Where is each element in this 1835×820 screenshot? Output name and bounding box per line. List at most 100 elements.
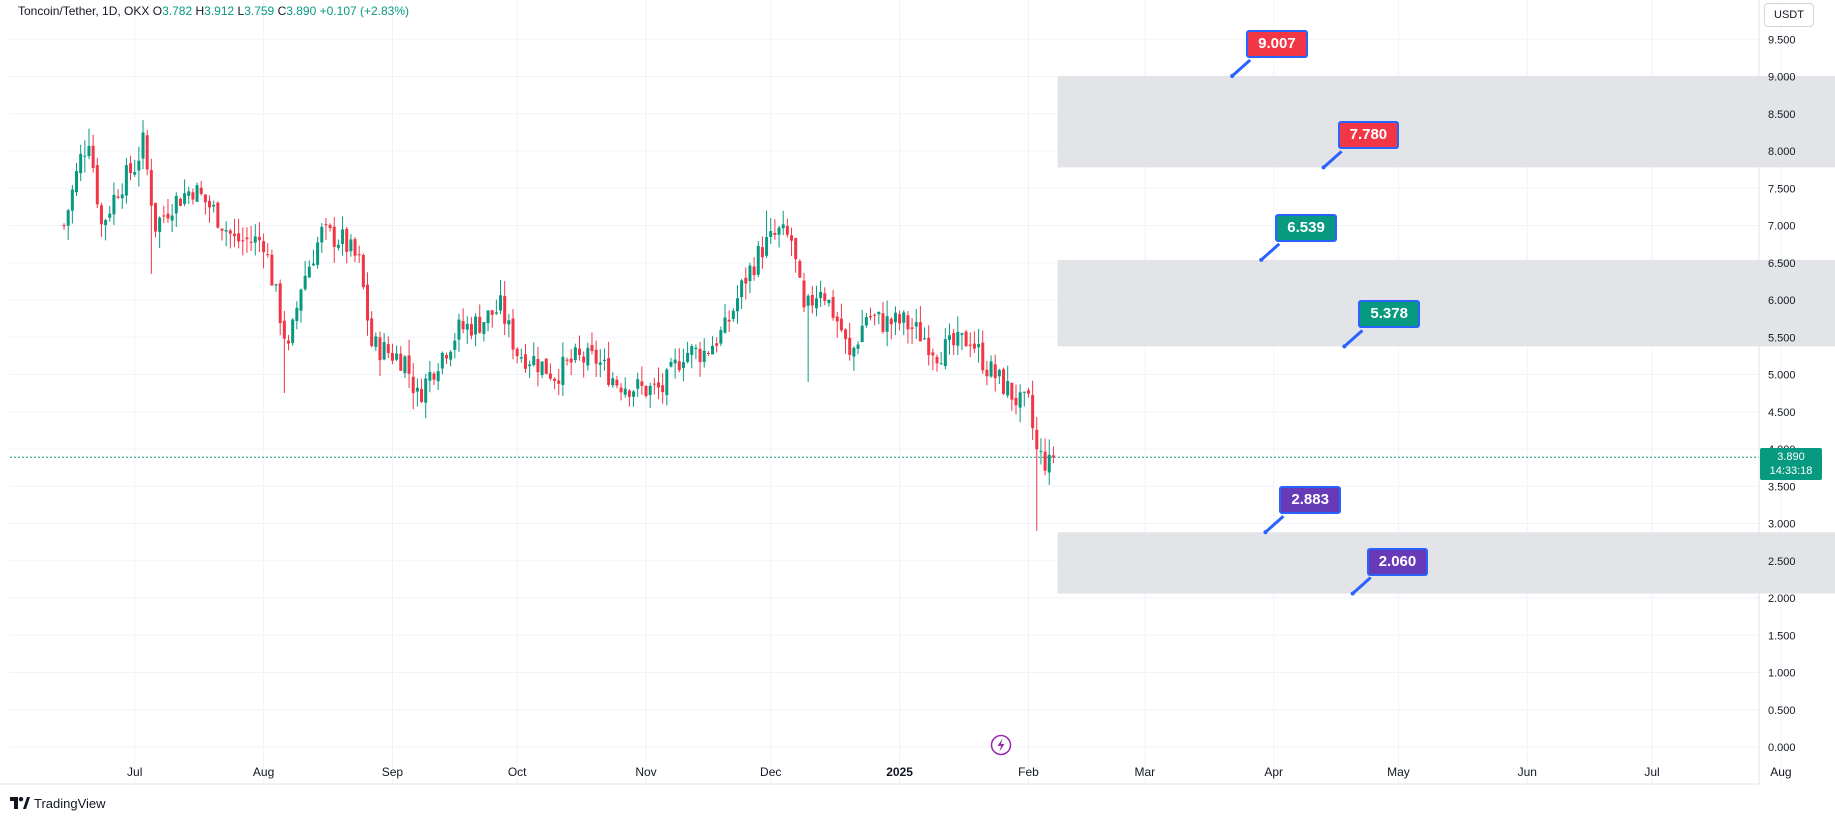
candle-body: [75, 171, 79, 193]
price-callout[interactable]: 9.007: [1246, 29, 1308, 58]
price-callout[interactable]: 6.539: [1275, 213, 1337, 242]
price-zone: [1057, 75, 1835, 168]
candle-body: [374, 336, 378, 347]
price-callout[interactable]: 2.060: [1366, 547, 1429, 576]
candle-body: [902, 312, 906, 323]
candle-body: [578, 348, 582, 356]
candle-body: [960, 333, 964, 335]
candle-body: [91, 145, 95, 169]
candle-body: [415, 387, 419, 392]
candle-body: [328, 224, 332, 229]
candle-body: [748, 265, 752, 281]
candle-body: [652, 383, 656, 385]
candle-body: [607, 358, 611, 385]
candle-body: [461, 321, 465, 330]
y-tick-label: 1.500: [1768, 630, 1796, 642]
low-value: 3.759: [244, 4, 275, 18]
candle-body: [947, 335, 951, 340]
candle-body: [528, 364, 532, 367]
candle-body: [565, 359, 569, 361]
candle-body: [1035, 429, 1039, 450]
candle-body: [669, 362, 673, 367]
x-tick-label: Apr: [1264, 765, 1283, 779]
candle-body: [70, 189, 74, 211]
candle-body: [665, 369, 669, 396]
callout-pointer: [1264, 515, 1285, 534]
price-callout[interactable]: 5.378: [1358, 300, 1420, 329]
candle-body: [440, 352, 444, 369]
lightning-icon[interactable]: [990, 734, 1012, 756]
candle-body: [632, 391, 636, 397]
candle-body: [332, 226, 336, 247]
candle-body: [582, 356, 586, 363]
y-tick-label: 6.000: [1768, 295, 1796, 307]
candle-body: [752, 266, 756, 276]
candle-body: [503, 295, 507, 324]
candle-body: [266, 254, 270, 256]
candle-body: [848, 337, 852, 355]
candle-body: [881, 313, 885, 332]
candle-body: [519, 357, 523, 359]
candle-body: [108, 213, 112, 218]
callout-anchor: [1342, 344, 1347, 349]
candle-body: [952, 333, 956, 346]
candle-body: [790, 235, 794, 241]
candle-body: [781, 224, 785, 229]
candle-body: [731, 310, 735, 319]
candle-body: [399, 353, 403, 371]
candle-body: [557, 380, 561, 384]
y-tick-label: 8.500: [1768, 109, 1796, 121]
candle-body: [282, 320, 286, 339]
callout-pointer: [1260, 242, 1281, 261]
candle-body: [303, 275, 307, 290]
symbol-header: Toncoin/Tether, 1D, OKX O3.782 H3.912 L3…: [18, 4, 410, 18]
change-value: +0.107 (+2.83%): [319, 4, 410, 18]
candle-body: [744, 277, 748, 284]
candle-body: [257, 236, 261, 241]
candle-body: [611, 378, 615, 386]
candle-body: [702, 350, 706, 362]
candle-body: [199, 187, 203, 194]
candle-body: [627, 390, 631, 397]
last-price-value: 3.890: [1777, 451, 1805, 464]
tradingview-logo[interactable]: TradingView: [10, 794, 106, 812]
candle-body: [623, 388, 627, 395]
candle-body: [773, 232, 777, 235]
candle-body: [802, 280, 806, 308]
callout-pointer: [1343, 329, 1364, 348]
candle-body: [295, 307, 299, 322]
candle-body: [573, 347, 577, 361]
last-price-tag: 3.890 14:33:18: [1760, 448, 1822, 481]
currency-unit-button[interactable]: USDT: [1764, 3, 1814, 27]
callout-anchor: [1350, 591, 1355, 596]
candle-body: [316, 242, 320, 265]
open-value: 3.782: [162, 4, 193, 18]
price-callout[interactable]: 2.883: [1279, 486, 1341, 515]
candle-body: [241, 240, 245, 242]
y-tick-label: 2.500: [1768, 556, 1796, 568]
candle-body: [490, 310, 494, 315]
x-tick-label: Sep: [382, 765, 404, 779]
candle-body: [1010, 382, 1014, 400]
candle-body: [141, 132, 145, 159]
candle-body: [698, 348, 702, 363]
candle-body: [656, 382, 660, 388]
candle-body: [444, 355, 448, 359]
candle-body: [320, 226, 324, 243]
candle-body: [548, 373, 552, 379]
candle-body: [62, 225, 66, 227]
callout-pointer: [1351, 576, 1372, 595]
candle-body: [852, 347, 856, 357]
candle-body: [681, 362, 685, 369]
candle-body: [494, 312, 498, 314]
candle-body: [785, 225, 789, 235]
candle-body: [981, 342, 985, 371]
candle-body: [819, 291, 823, 299]
candle-body: [120, 194, 124, 199]
candle-body: [411, 376, 415, 394]
candle-body: [935, 356, 939, 364]
price-callout[interactable]: 7.780: [1337, 121, 1400, 150]
candle-body: [918, 322, 922, 342]
price-zone: [1057, 532, 1835, 594]
